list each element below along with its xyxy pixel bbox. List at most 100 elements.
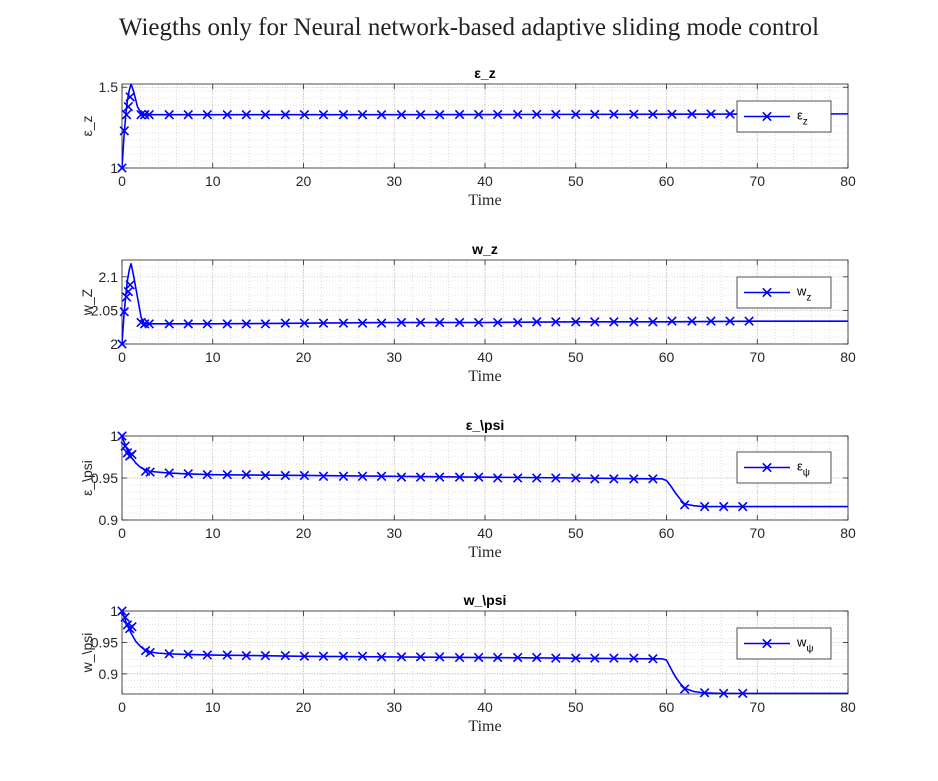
x-tick-label: 60 xyxy=(659,525,675,541)
data-point xyxy=(609,653,619,663)
x-tick-label: 60 xyxy=(659,173,675,189)
data-point xyxy=(318,651,329,662)
data-point xyxy=(590,317,600,327)
data-point xyxy=(648,654,658,664)
data-point xyxy=(609,474,619,484)
y-axis-label: w_\psi xyxy=(79,633,95,674)
data-point xyxy=(123,286,134,297)
data-point xyxy=(260,319,271,329)
data-point xyxy=(551,109,561,120)
series-markers xyxy=(117,92,735,173)
series-markers xyxy=(117,431,748,512)
data-point xyxy=(679,684,690,694)
data-point xyxy=(222,469,233,480)
data-point xyxy=(718,688,729,699)
x-tick-label: 40 xyxy=(477,699,493,715)
legend-marker xyxy=(762,462,772,473)
y-tick-label: 1 xyxy=(110,603,118,619)
data-point xyxy=(454,652,465,663)
legend-label-subscript: ψ xyxy=(803,468,810,479)
data-point xyxy=(202,109,213,120)
data-point xyxy=(376,318,387,328)
data-point xyxy=(551,317,561,327)
data-point xyxy=(121,109,132,120)
x-tick-label: 30 xyxy=(386,699,402,715)
data-point xyxy=(570,109,581,120)
y-axis-label: ε_\psi xyxy=(79,460,95,496)
y-tick-label: 0.9 xyxy=(99,666,119,682)
data-point xyxy=(679,500,690,510)
data-point xyxy=(280,109,291,120)
y-tick-label: 2.1 xyxy=(99,269,119,285)
data-point xyxy=(725,316,735,326)
data-point xyxy=(119,306,130,317)
x-tick-label: 80 xyxy=(840,349,856,365)
subplot-2: 0 10 20 30 40 50 60 70 80 2 2.05 2.1 w_z Time w_Z wz xyxy=(79,241,856,385)
x-tick-label: 10 xyxy=(205,525,221,541)
data-point xyxy=(737,501,748,512)
data-point xyxy=(136,109,146,120)
x-tick-label: 30 xyxy=(386,173,402,189)
data-point xyxy=(454,317,465,328)
legend-label: wψ xyxy=(796,635,814,655)
data-point xyxy=(699,501,710,512)
subplot-title: ε_z xyxy=(474,65,495,81)
x-tick-label: 80 xyxy=(840,699,856,715)
data-point xyxy=(473,109,484,120)
data-point xyxy=(551,653,561,663)
data-point xyxy=(648,474,658,484)
data-point xyxy=(570,317,581,327)
data-point xyxy=(357,109,368,120)
data-point xyxy=(718,501,729,512)
data-point xyxy=(338,471,349,482)
data-point xyxy=(241,650,252,661)
data-point xyxy=(145,467,155,477)
y-tick-label: 1 xyxy=(110,160,118,176)
data-point xyxy=(338,109,349,120)
data-point xyxy=(706,109,716,119)
data-point xyxy=(744,316,754,326)
data-point xyxy=(117,606,127,616)
data-point xyxy=(648,317,658,327)
series-markers xyxy=(117,280,754,349)
legend-label: εψ xyxy=(797,459,810,479)
data-point xyxy=(415,317,426,328)
data-point xyxy=(127,621,137,632)
data-point xyxy=(222,650,233,660)
data-point xyxy=(590,474,600,484)
x-tick-label: 80 xyxy=(840,173,856,189)
data-point xyxy=(376,109,387,120)
data-point xyxy=(609,109,619,119)
data-point xyxy=(164,648,174,659)
y-tick-label: 2 xyxy=(110,336,118,352)
x-tick-label: 70 xyxy=(749,699,765,715)
data-point xyxy=(434,317,445,328)
data-point xyxy=(260,470,271,481)
x-tick-label: 50 xyxy=(568,349,584,365)
data-point xyxy=(202,650,213,660)
data-point xyxy=(396,472,407,482)
data-point xyxy=(473,317,484,328)
y-tick-label: 0.9 xyxy=(99,512,119,528)
data-point xyxy=(145,647,155,658)
y-tick-label: 2.05 xyxy=(91,302,118,318)
x-axis-label: Time xyxy=(468,544,501,561)
data-point xyxy=(125,280,135,290)
legend: εψ xyxy=(736,451,832,484)
x-tick-label: 60 xyxy=(659,699,675,715)
data-point xyxy=(357,471,368,482)
data-point xyxy=(119,126,130,136)
data-point xyxy=(299,318,310,328)
data-point xyxy=(667,109,677,119)
data-point xyxy=(492,473,503,483)
data-point xyxy=(512,317,523,328)
x-tick-label: 20 xyxy=(296,349,312,365)
data-point xyxy=(299,109,310,120)
data-point xyxy=(531,473,542,483)
data-point xyxy=(454,472,465,482)
data-point xyxy=(280,650,291,661)
data-point xyxy=(120,441,130,451)
data-point xyxy=(117,431,127,441)
